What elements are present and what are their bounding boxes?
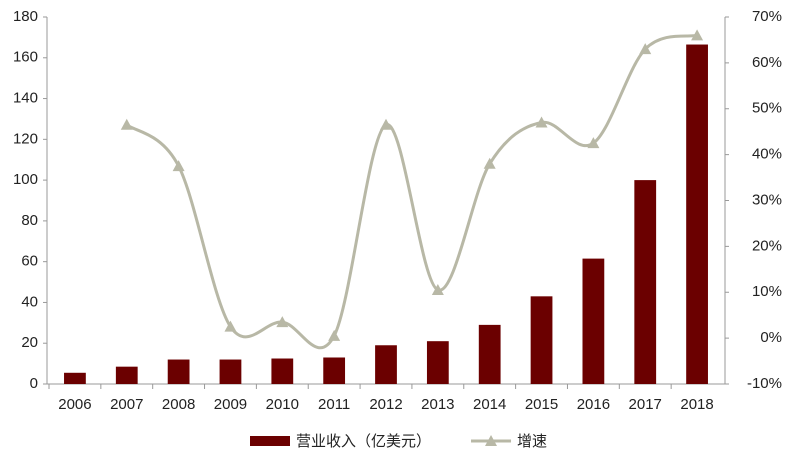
y2-tick-label: 0%: [760, 329, 782, 346]
y-tick-label: 100: [13, 171, 38, 188]
legend-marker: [485, 435, 498, 446]
line-marker: [120, 118, 133, 130]
y-tick-label: 80: [21, 212, 38, 229]
bar: [686, 44, 708, 385]
y-tick-label: 60: [21, 253, 38, 270]
y2-tick-label: 40%: [752, 146, 782, 163]
bar: [426, 341, 449, 384]
bar: [167, 359, 190, 384]
y2-tick-label: 50%: [752, 100, 782, 117]
bar: [219, 359, 242, 384]
bar: [634, 180, 657, 384]
legend-swatch: [250, 436, 290, 446]
bar: [115, 366, 138, 384]
x-tick-label: 2009: [214, 396, 247, 413]
x-tick-label: 2015: [525, 396, 558, 413]
line-marker: [431, 283, 444, 295]
x-tick-label: 2014: [473, 396, 506, 413]
line-marker: [276, 316, 289, 328]
x-tick-label: 2011: [318, 396, 350, 413]
line: [125, 33, 698, 350]
bar: [323, 357, 346, 384]
line-marker: [587, 137, 600, 149]
line-marker: [328, 329, 341, 341]
line-marker: [483, 157, 496, 169]
y2-tick-label: 20%: [752, 237, 782, 254]
y2-tick-label: 30%: [752, 191, 782, 208]
x-tick-label: 2012: [369, 396, 402, 413]
bar: [64, 372, 86, 384]
x-tick-label: 2017: [629, 396, 662, 413]
legend-label: 增速: [517, 433, 547, 450]
bar: [478, 324, 501, 384]
line-marker: [380, 118, 392, 130]
x-tick-label: 2006: [58, 396, 91, 413]
bar: [582, 258, 605, 384]
bar: [530, 296, 553, 384]
line-marker: [224, 320, 237, 332]
line-marker: [535, 116, 548, 128]
y-tick-label: 180: [13, 8, 38, 25]
x-tick-label: 2018: [680, 396, 713, 413]
y-tick-label: 120: [13, 130, 38, 147]
y2-tick-label: 60%: [752, 54, 782, 71]
bar: [271, 358, 294, 384]
bar: [375, 345, 397, 384]
y-tick-label: 20: [21, 334, 38, 351]
x-tick-label: 2008: [162, 396, 195, 413]
y-tick-label: 160: [13, 49, 38, 66]
y-tick-label: 140: [13, 90, 38, 107]
x-tick-label: 2007: [110, 396, 143, 413]
x-tick-label: 2016: [577, 396, 610, 413]
x-tick-label: 2010: [266, 396, 299, 413]
line-marker: [639, 43, 652, 55]
y2-tick-label: -10%: [747, 375, 782, 392]
x-tick-label: 2013: [421, 396, 454, 413]
line-marker: [691, 29, 704, 41]
y2-tick-label: 70%: [752, 8, 782, 25]
legend-label: 营业收入（亿美元）: [296, 433, 431, 450]
y-tick-label: 40: [21, 293, 38, 310]
y-tick-label: 0: [30, 375, 38, 392]
y2-tick-label: 10%: [752, 283, 782, 300]
line-marker: [172, 160, 185, 172]
